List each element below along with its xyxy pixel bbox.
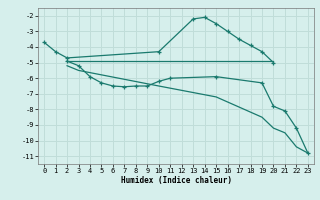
X-axis label: Humidex (Indice chaleur): Humidex (Indice chaleur): [121, 176, 231, 185]
